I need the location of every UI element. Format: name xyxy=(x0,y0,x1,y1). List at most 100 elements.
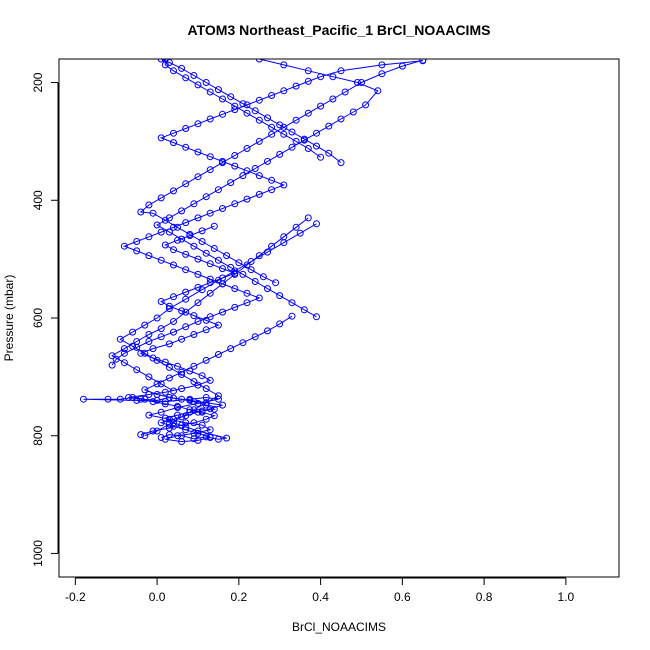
data-point xyxy=(161,241,169,249)
data-point xyxy=(292,223,300,231)
data-point xyxy=(157,434,165,441)
data-point xyxy=(190,200,198,208)
data-point xyxy=(194,120,202,128)
x-tick-label: 0.4 xyxy=(312,590,329,604)
data-point xyxy=(231,162,239,170)
data-point xyxy=(296,229,304,237)
data-point xyxy=(292,116,300,124)
data-point xyxy=(219,265,226,273)
data-point xyxy=(214,321,222,329)
data-point xyxy=(251,107,259,115)
data-point xyxy=(165,305,173,313)
data-point xyxy=(276,320,284,328)
x-tick-label: 1.0 xyxy=(558,590,575,604)
data-point xyxy=(280,181,288,189)
data-point xyxy=(304,214,312,222)
data-point xyxy=(239,100,247,108)
data-point xyxy=(304,145,312,152)
data-point xyxy=(153,314,161,322)
data-point xyxy=(137,395,145,403)
data-point xyxy=(178,207,186,215)
data-point xyxy=(276,292,284,300)
data-point xyxy=(165,363,173,371)
data-point xyxy=(194,283,202,291)
data-point xyxy=(137,431,145,439)
data-point xyxy=(190,406,198,414)
data-point xyxy=(190,419,198,427)
data-point xyxy=(288,312,296,320)
data-point xyxy=(141,321,149,329)
data-point xyxy=(194,270,202,278)
data-point xyxy=(182,180,190,188)
data-point xyxy=(247,258,255,265)
data-point xyxy=(170,387,177,395)
series-line xyxy=(156,59,379,318)
data-point xyxy=(214,276,222,284)
data-point xyxy=(145,331,153,338)
series-line xyxy=(128,225,237,436)
data-point xyxy=(206,289,214,297)
data-point xyxy=(190,362,198,370)
data-point xyxy=(182,288,190,296)
data-point xyxy=(170,246,177,254)
data-point xyxy=(255,137,263,145)
data-point xyxy=(223,434,231,442)
data-point xyxy=(362,101,370,109)
data-point xyxy=(219,280,226,288)
data-point xyxy=(108,352,116,360)
data-point xyxy=(165,420,173,428)
data-point xyxy=(317,153,325,161)
data-point xyxy=(161,435,169,443)
data-point xyxy=(206,166,214,174)
data-point xyxy=(141,432,149,440)
data-point xyxy=(358,79,365,86)
data-point xyxy=(182,308,190,316)
data-point xyxy=(178,307,186,315)
data-point xyxy=(178,235,186,243)
data-point xyxy=(194,436,202,444)
data-point xyxy=(170,293,177,301)
data-point xyxy=(276,150,284,158)
data-point xyxy=(206,115,214,123)
data-point xyxy=(255,172,263,180)
data-point xyxy=(165,228,173,236)
data-point xyxy=(202,326,210,334)
data-point xyxy=(280,239,288,247)
data-point xyxy=(186,230,194,238)
data-point xyxy=(337,159,345,167)
data-point xyxy=(206,426,214,434)
data-point xyxy=(317,102,325,110)
data-point xyxy=(178,413,186,421)
data-point xyxy=(288,128,296,136)
series-5 xyxy=(153,59,382,321)
data-point xyxy=(157,256,165,264)
data-point xyxy=(157,59,165,63)
x-axis: -0.2 0.0 0.2 0.4 0.6 0.8 1.0 xyxy=(65,577,575,604)
data-point xyxy=(378,61,386,69)
data-point xyxy=(202,79,210,86)
data-point xyxy=(219,205,226,212)
data-point xyxy=(268,123,276,131)
data-point xyxy=(116,335,124,343)
data-point xyxy=(210,222,218,230)
data-point xyxy=(259,273,267,281)
data-point xyxy=(125,394,132,401)
data-point xyxy=(104,395,112,403)
data-point xyxy=(116,395,124,403)
x-tick-label: 0.0 xyxy=(149,590,166,604)
data-point xyxy=(178,64,186,72)
plot-frame xyxy=(58,58,620,578)
data-point xyxy=(202,316,210,324)
data-point xyxy=(288,143,296,151)
data-point xyxy=(182,143,190,151)
data-point xyxy=(214,86,222,94)
data-point xyxy=(202,415,210,423)
x-tick-label: 0.8 xyxy=(476,590,493,604)
data-point xyxy=(210,412,218,420)
series-layer xyxy=(80,59,427,446)
data-point xyxy=(268,176,276,184)
data-point xyxy=(398,62,406,70)
data-point xyxy=(264,248,271,256)
data-point xyxy=(182,250,190,258)
data-point xyxy=(337,67,345,75)
